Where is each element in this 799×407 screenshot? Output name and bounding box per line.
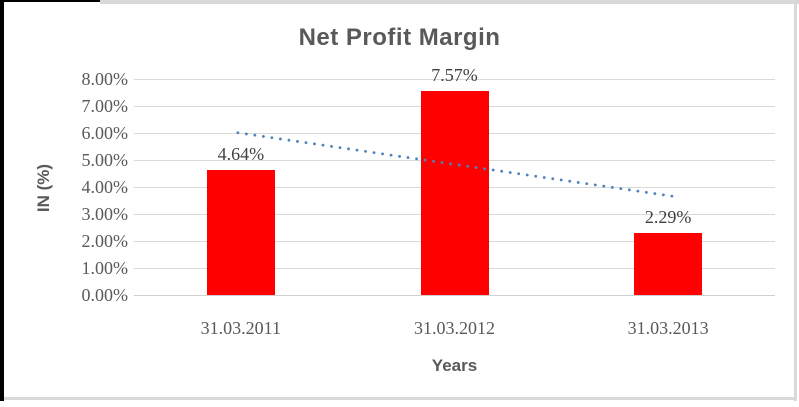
bar-data-label: 2.29%	[644, 207, 692, 228]
y-tick-label: 7.00%	[81, 96, 129, 116]
bar	[420, 90, 489, 295]
border-bottom	[0, 397, 797, 400]
x-tick-label: 31.03.2013	[627, 318, 709, 338]
border-left-accent	[0, 0, 4, 401]
bar	[634, 233, 703, 295]
border-top-accent	[0, 0, 100, 2]
y-tick-label: 0.00%	[81, 285, 129, 305]
x-axis-line	[134, 295, 775, 296]
trendline-path	[236, 131, 674, 198]
bar-data-label: 4.64%	[217, 143, 265, 164]
y-tick-label: 3.00%	[81, 204, 129, 224]
plot-area	[134, 79, 775, 296]
y-tick-label: 8.00%	[81, 69, 129, 89]
trendline	[236, 131, 674, 198]
gridline	[134, 79, 775, 80]
y-tick-label: 1.00%	[81, 258, 129, 278]
x-tick-label: 31.03.2011	[200, 318, 281, 338]
x-tick-label: 31.03.2012	[414, 318, 495, 338]
bar-data-label: 7.57%	[431, 64, 478, 85]
y-tick-label: 5.00%	[81, 150, 129, 170]
y-tick-label: 6.00%	[81, 123, 129, 143]
border-right	[794, 0, 797, 401]
y-tick-label: 2.00%	[81, 231, 129, 251]
bar	[206, 169, 275, 295]
x-axis-title: Years	[431, 356, 478, 375]
border-top	[100, 0, 799, 4]
chart-title: Net Profit Margin	[298, 24, 501, 51]
y-tick-label: 4.00%	[81, 177, 129, 197]
